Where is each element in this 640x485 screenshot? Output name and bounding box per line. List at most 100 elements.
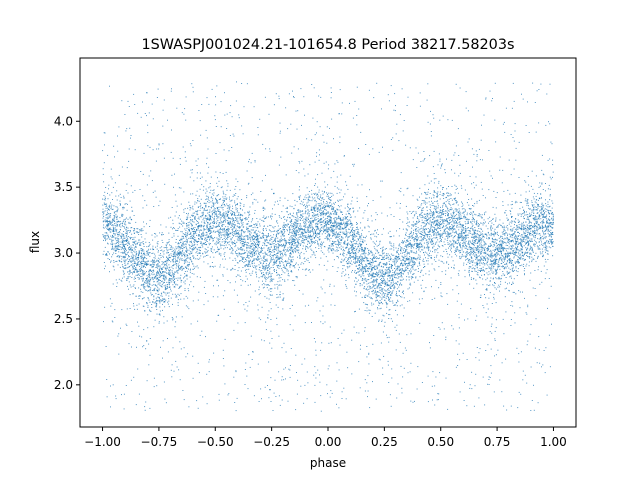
data-point <box>393 243 395 245</box>
data-point <box>518 242 520 244</box>
data-point <box>283 232 285 234</box>
data-point <box>348 223 350 225</box>
data-point <box>268 236 270 237</box>
data-point <box>250 246 252 248</box>
data-point <box>502 205 504 206</box>
data-point <box>221 224 223 226</box>
data-point <box>253 240 255 242</box>
data-point <box>300 215 302 217</box>
data-point <box>500 246 502 248</box>
data-point <box>222 229 224 231</box>
data-point <box>122 208 124 210</box>
data-point <box>382 256 384 258</box>
data-point <box>438 233 440 235</box>
data-point <box>389 284 391 286</box>
data-point <box>178 266 179 268</box>
data-point <box>416 252 418 254</box>
data-point <box>135 263 137 265</box>
data-point <box>331 203 333 205</box>
data-point <box>300 228 302 230</box>
data-point <box>353 239 355 241</box>
data-point <box>423 230 425 232</box>
data-point <box>151 270 152 272</box>
data-point <box>198 222 200 224</box>
data-point <box>524 211 526 213</box>
data-point <box>107 243 109 245</box>
data-point <box>294 199 296 201</box>
data-point <box>254 265 256 267</box>
data-point <box>223 198 225 200</box>
data-point <box>511 207 513 209</box>
data-point <box>278 245 280 247</box>
data-point <box>102 211 104 213</box>
data-point <box>143 305 145 307</box>
data-point <box>355 243 357 245</box>
data-point <box>147 280 149 282</box>
data-point <box>302 232 303 234</box>
data-point <box>456 226 458 228</box>
data-point <box>354 246 356 248</box>
data-point <box>531 238 533 240</box>
data-point <box>359 267 361 269</box>
data-point <box>312 198 314 200</box>
data-point <box>310 235 312 237</box>
data-point <box>396 230 397 232</box>
data-point <box>300 251 302 253</box>
data-point <box>507 257 508 259</box>
data-point <box>432 251 433 253</box>
data-point <box>465 259 466 261</box>
data-point <box>344 250 346 252</box>
data-point <box>497 225 499 227</box>
data-point <box>442 213 444 215</box>
data-point <box>177 247 179 249</box>
data-point <box>187 207 189 209</box>
data-point <box>140 260 142 262</box>
data-point <box>461 229 463 231</box>
data-point <box>365 270 366 272</box>
data-point <box>264 242 266 244</box>
data-point <box>392 302 394 304</box>
data-point <box>138 251 140 252</box>
data-point <box>417 227 419 229</box>
data-point <box>453 240 455 242</box>
data-point <box>223 201 225 202</box>
data-point <box>235 276 237 278</box>
data-point <box>161 269 163 271</box>
data-point <box>293 223 294 225</box>
data-point <box>172 228 173 230</box>
data-point <box>495 259 496 261</box>
data-point <box>466 202 468 204</box>
data-point <box>426 228 427 230</box>
data-point <box>516 261 518 263</box>
data-point <box>547 259 549 260</box>
data-point <box>416 239 418 241</box>
data-point <box>228 230 230 232</box>
data-point <box>187 216 189 218</box>
data-point <box>103 250 105 252</box>
data-point <box>133 265 135 267</box>
data-point <box>145 262 147 263</box>
data-point <box>230 247 232 249</box>
data-point <box>126 252 128 254</box>
data-point <box>412 261 413 263</box>
data-point <box>359 250 361 252</box>
data-point <box>418 254 420 256</box>
data-point <box>536 218 538 220</box>
data-point <box>307 236 309 238</box>
data-point <box>432 232 434 234</box>
data-point <box>232 249 234 251</box>
data-point <box>177 251 178 253</box>
data-point <box>163 261 164 263</box>
data-point <box>116 224 118 226</box>
data-point <box>274 239 276 241</box>
data-point <box>447 233 449 235</box>
data-point <box>542 221 544 223</box>
data-point <box>407 239 409 241</box>
data-point <box>353 253 355 255</box>
data-point <box>378 287 380 289</box>
data-point <box>277 286 279 288</box>
data-point <box>437 191 439 193</box>
data-point <box>267 247 269 249</box>
data-point <box>310 210 312 211</box>
data-point <box>273 264 275 265</box>
